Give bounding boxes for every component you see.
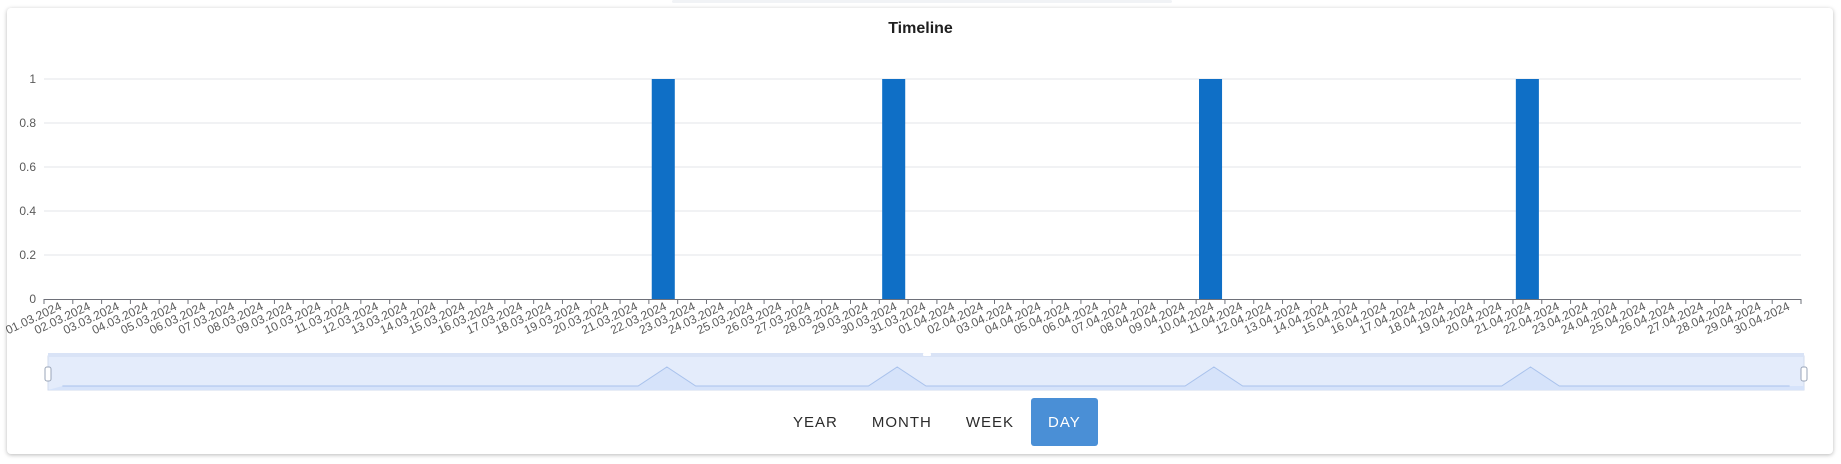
period-week-button[interactable]: WEEK [949, 398, 1031, 446]
bar [1515, 79, 1539, 299]
period-day-button[interactable]: DAY [1031, 398, 1098, 446]
y-tick-label: 0.8 [19, 116, 36, 130]
bar [882, 79, 906, 299]
bar [1199, 79, 1223, 299]
zoom-handle-left[interactable] [44, 366, 52, 382]
chart-title: Timeline [888, 20, 953, 37]
y-tick-label: 0 [29, 292, 36, 306]
period-selector: YEAR MONTH WEEK DAY [776, 398, 1098, 446]
zoom-handle-right[interactable] [1800, 366, 1808, 382]
y-tick-label: 1 [29, 72, 36, 86]
period-month-button[interactable]: MONTH [855, 398, 949, 446]
y-tick-label: 0.2 [19, 248, 36, 262]
zoom-center-mark [923, 353, 931, 356]
top-edge-hint [672, 0, 1172, 3]
y-tick-label: 0.4 [19, 204, 36, 218]
zoom-mini-area [48, 367, 1804, 390]
zoom-mini-line [62, 366, 1790, 387]
bar [651, 79, 675, 299]
period-year-button[interactable]: YEAR [776, 398, 855, 446]
y-tick-label: 0.6 [19, 160, 36, 174]
